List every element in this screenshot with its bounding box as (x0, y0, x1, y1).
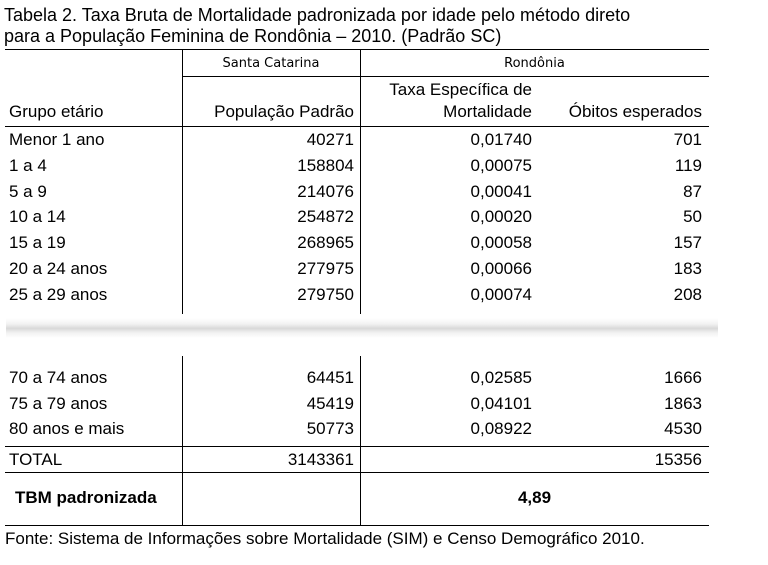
cell-rate: 0,00020 (470, 207, 532, 226)
cell-rate: 0,02585 (470, 368, 532, 387)
group-header-rondonia: Rondônia (504, 56, 565, 71)
cell-population: 214076 (297, 182, 354, 201)
cell-population: 254872 (297, 207, 354, 226)
total-label: TOTAL (9, 450, 63, 469)
cell-rate: 0,00066 (470, 259, 532, 278)
title-line-1: Tabela 2. Taxa Bruta de Mortalidade padr… (4, 5, 631, 25)
total-population: 3143361 (287, 450, 354, 469)
cell-population: 40271 (306, 130, 354, 149)
vrule-body-top-right (360, 126, 361, 314)
cell-rate: 0,04101 (470, 394, 532, 413)
total-deaths: 15356 (654, 450, 702, 469)
table-title: Tabela 2. Taxa Bruta de Mortalidade padr… (4, 5, 630, 47)
rule-group-header (182, 76, 709, 77)
col-header-deaths: Óbitos esperados (568, 102, 702, 121)
cell-deaths: 4530 (664, 419, 702, 438)
cell-age: 20 a 24 anos (9, 259, 108, 278)
rule-after-total (5, 472, 709, 473)
cell-deaths: 183 (673, 259, 702, 278)
cell-deaths: 1666 (664, 368, 702, 387)
cell-deaths: 1863 (664, 394, 702, 413)
cell-deaths: 50 (683, 207, 702, 226)
cell-deaths: 208 (673, 285, 702, 304)
cell-population: 279750 (297, 285, 354, 304)
cell-population: 277975 (297, 259, 354, 278)
cell-rate: 0,00074 (470, 285, 532, 304)
rule-top (5, 49, 709, 50)
vrule-body-top-left (182, 126, 183, 314)
col-header-rate-line-2: Mortalidade (443, 102, 532, 121)
cell-age: Menor 1 ano (9, 130, 105, 149)
title-line-2: para a População Feminina de Rondônia – … (4, 26, 502, 46)
source-note: Fonte: Sistema de Informações sobre Mort… (5, 529, 645, 548)
cell-age: 5 a 9 (9, 182, 47, 201)
cell-population: 268965 (297, 233, 354, 252)
cell-rate: 0,08922 (470, 419, 532, 438)
vrule-header-left (182, 49, 183, 126)
cell-age: 15 a 19 (9, 233, 66, 252)
tbm-value: 4,89 (517, 488, 552, 507)
col-header-rate-line-1: Taxa Específica de (389, 80, 532, 99)
cell-rate: 0,00041 (470, 182, 532, 201)
rule-before-total (5, 446, 709, 447)
cell-rate: 0,00075 (470, 156, 532, 175)
cell-rate: 0,00058 (470, 233, 532, 252)
cell-age: 10 a 14 (9, 207, 66, 226)
rule-bottom (5, 525, 709, 526)
cell-age: 75 a 79 anos (9, 394, 108, 413)
cell-deaths: 119 (674, 156, 702, 175)
col-header-age: Grupo etário (9, 102, 104, 121)
group-header-santa-catarina: Santa Catarina (222, 56, 320, 71)
table-break-divider (6, 318, 718, 338)
cell-rate: 0,01740 (470, 130, 532, 149)
cell-age: 1 a 4 (9, 156, 47, 175)
cell-population: 64451 (306, 368, 354, 387)
vrule-header-right (360, 49, 361, 126)
rule-header-bottom (5, 126, 709, 127)
cell-deaths: 157 (673, 233, 702, 252)
cell-population: 50773 (306, 419, 354, 438)
tbm-label: TBM padronizada (15, 488, 157, 507)
cell-age: 25 a 29 anos (9, 285, 108, 304)
cell-age: 70 a 74 anos (9, 368, 108, 387)
cell-population: 45419 (306, 394, 354, 413)
cell-population: 158804 (297, 156, 354, 175)
cell-deaths: 701 (673, 130, 702, 149)
vrule-body-bottom-left (182, 356, 183, 525)
cell-age: 80 anos e mais (9, 419, 125, 438)
col-header-population: População Padrão (214, 102, 354, 121)
cell-deaths: 87 (683, 182, 702, 201)
vrule-body-bottom-right (360, 356, 361, 525)
